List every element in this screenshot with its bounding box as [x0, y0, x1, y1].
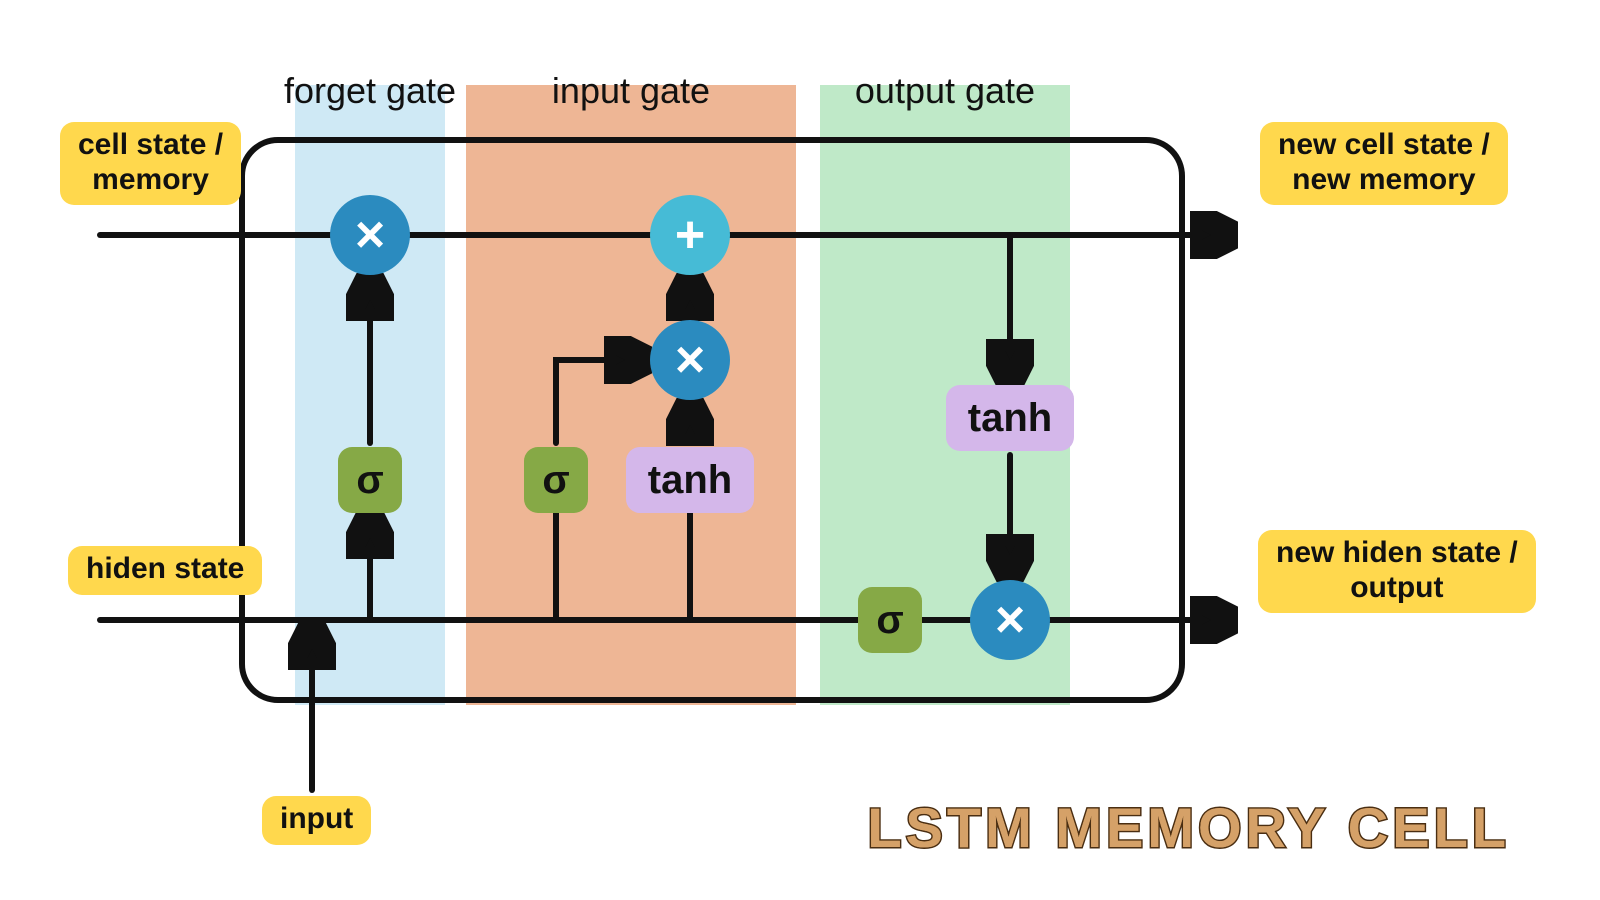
new-hidden-state-label: new hiden state / output	[1258, 530, 1536, 613]
input-label: input	[262, 796, 371, 845]
cell-state-label: cell state / memory	[60, 122, 241, 205]
add-node: +	[650, 195, 730, 275]
diagram-title-text: LSTM MEMORY CELL	[867, 796, 1510, 859]
output-tanh-node: tanh	[946, 385, 1074, 451]
output-multiply-node: ×	[970, 580, 1050, 660]
hidden-state-label: hiden state	[68, 546, 262, 595]
new-cell-state-label: new cell state / new memory	[1260, 122, 1508, 205]
input-multiply-node: ×	[650, 320, 730, 400]
forget-gate-label: forget gate	[284, 70, 456, 112]
diagram-title: LSTM MEMORY CELL	[867, 795, 1510, 860]
forget-multiply-node: ×	[330, 195, 410, 275]
input-tanh-node: tanh	[626, 447, 754, 513]
forget-sigma-node: σ	[338, 447, 402, 513]
output-gate-label: output gate	[855, 70, 1035, 112]
input-gate-label: input gate	[552, 70, 710, 112]
input-sigma-node: σ	[524, 447, 588, 513]
input-gate-panel	[466, 85, 796, 705]
output-sigma-node: σ	[858, 587, 922, 653]
diagram-stage: forget gate input gate output gate cell …	[0, 0, 1600, 900]
